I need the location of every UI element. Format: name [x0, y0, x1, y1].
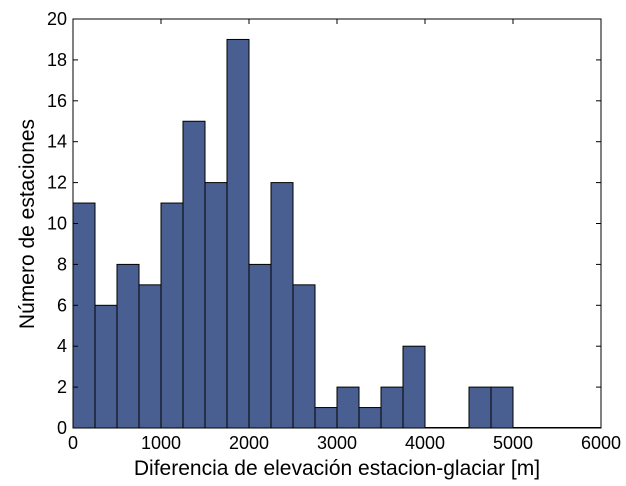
histogram-bar-18: [468, 386, 492, 429]
histogram-bar-13: [358, 407, 382, 429]
histogram-bar-0: [72, 202, 96, 429]
histogram-bar-5: [182, 120, 206, 429]
tick-labels-layer: 0 1000 2000 3000 4000 5000 6000 0 2 4 6 8 10 12 14 16 18…: [47, 9, 621, 453]
ticks-layer: [72, 18, 602, 429]
histogram-bar-6: [204, 182, 228, 429]
histogram-bar-8: [248, 263, 272, 429]
y-tick-label: 6: [57, 295, 67, 315]
histogram-bar-1: [94, 304, 118, 429]
histogram-bar-12: [336, 386, 360, 429]
x-tick-label: 3000: [317, 433, 357, 453]
histogram-bar-3: [138, 284, 162, 429]
y-tick-label: 18: [47, 50, 67, 70]
y-tick-label: 2: [57, 377, 67, 397]
x-axis-label: Diferencia de elevación estacion-glaciar…: [134, 457, 540, 480]
y-axis-label: Número de estaciones: [16, 119, 39, 329]
histogram-bar-9: [270, 182, 294, 429]
x-tick-label: 4000: [405, 433, 445, 453]
x-tick-label: 1000: [141, 433, 181, 453]
histogram-bar-2: [116, 263, 140, 429]
histogram-bar-4: [160, 202, 184, 429]
y-tick-label: 0: [57, 418, 67, 438]
bars-layer: [72, 38, 602, 429]
histogram-bar-7: [226, 38, 250, 429]
histogram-bar-19: [490, 386, 514, 429]
histogram-bar-14: [380, 386, 404, 429]
histogram-bar-11: [314, 407, 338, 429]
x-tick-label: 6000: [581, 433, 621, 453]
x-tick-label: 5000: [493, 433, 533, 453]
y-tick-label: 20: [47, 9, 67, 29]
x-tick-label: 2000: [229, 433, 269, 453]
y-tick-label: 16: [47, 91, 67, 111]
x-tick-label: 0: [68, 433, 78, 453]
histogram-bar-15: [402, 345, 426, 429]
y-tick-label: 8: [57, 254, 67, 274]
y-tick-label: 10: [47, 214, 67, 234]
y-tick-label: 4: [57, 336, 67, 356]
y-tick-label: 12: [47, 173, 67, 193]
y-tick-label: 14: [47, 132, 67, 152]
histogram-bar-10: [292, 284, 316, 429]
